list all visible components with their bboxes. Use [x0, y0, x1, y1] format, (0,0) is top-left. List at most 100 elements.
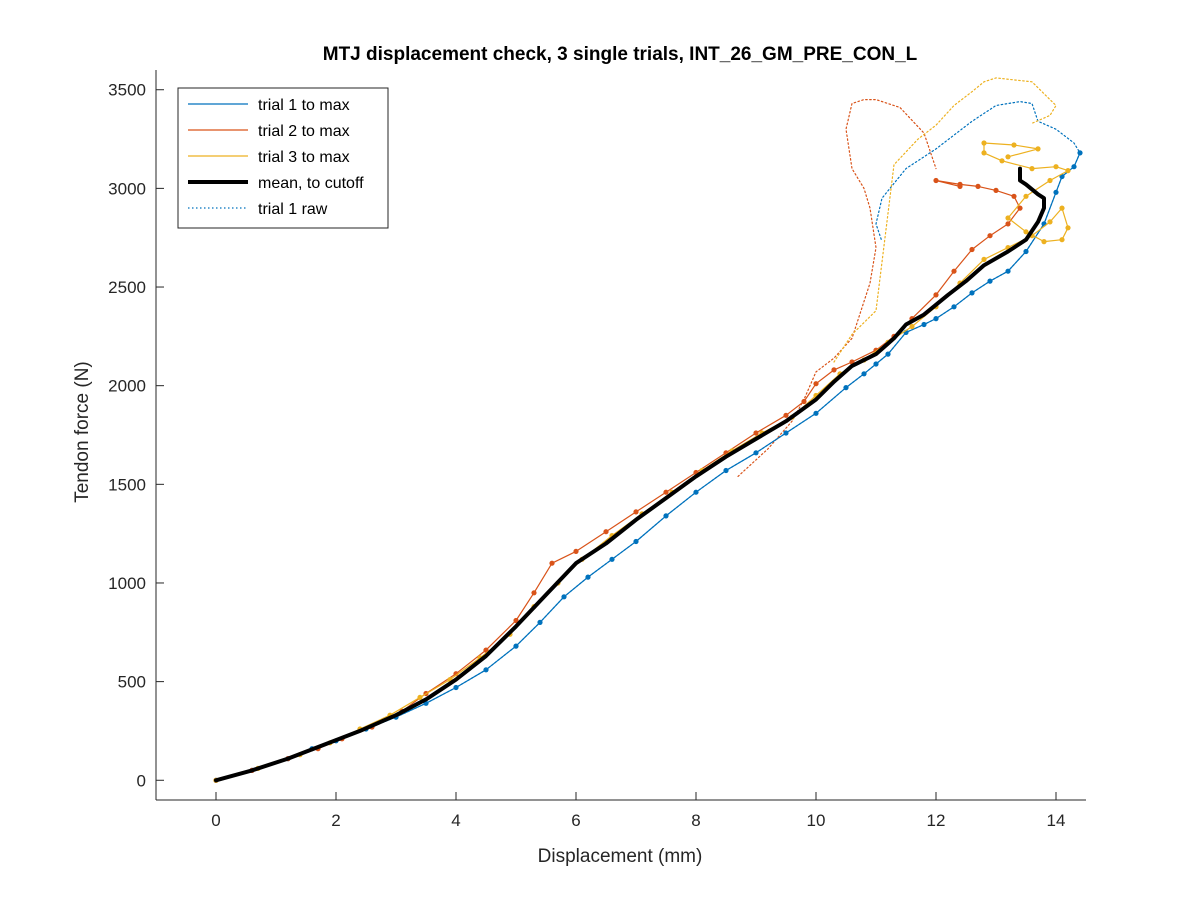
y-tick-label: 3000	[108, 179, 146, 198]
series-1-point	[969, 246, 975, 253]
legend-label: trial 1 to max	[258, 97, 350, 114]
series-0-point	[921, 321, 927, 328]
series-0-point	[453, 684, 459, 691]
y-axis-label: Tendon force (N)	[72, 361, 93, 503]
x-tick-label: 4	[451, 811, 460, 830]
series-0-point	[1077, 150, 1083, 156]
series-0-point	[561, 594, 567, 600]
series-0-point	[783, 430, 789, 436]
series-1-point	[549, 560, 555, 566]
series-1-point	[513, 617, 519, 624]
series-line-5	[737, 98, 937, 477]
series-0-point	[537, 619, 543, 626]
legend-label: trial 3 to max	[258, 149, 350, 166]
series-0-point	[1023, 248, 1029, 255]
series-0-point	[633, 538, 639, 545]
series-0-point	[1053, 189, 1059, 195]
series-2-point	[909, 323, 915, 330]
series-1-point	[933, 177, 939, 184]
series-1-point	[1017, 205, 1023, 211]
y-tick-label: 0	[137, 771, 146, 790]
x-tick-label: 14	[1047, 811, 1066, 830]
series-1-point	[933, 292, 939, 298]
series-0-point	[663, 513, 669, 519]
series-1-point	[813, 381, 819, 387]
chart-title: MTJ displacement check, 3 single trials,…	[323, 44, 918, 65]
y-tick-label: 1000	[108, 574, 146, 593]
series-2-point	[981, 256, 987, 262]
series-0-point	[723, 467, 729, 474]
series-1-point	[975, 183, 981, 189]
series-0-point	[813, 410, 819, 416]
series-0-point	[861, 371, 867, 377]
series-2-point	[1029, 166, 1035, 172]
series-1-point	[1011, 193, 1017, 199]
series-1-point	[951, 268, 957, 274]
x-axis-label: Displacement (mm)	[538, 846, 703, 867]
series-0-point	[873, 361, 879, 367]
series-2-point	[1023, 229, 1029, 235]
series-1-point	[573, 548, 579, 555]
series-1-point	[831, 367, 837, 373]
series-1-point	[531, 590, 537, 596]
series-0-point	[843, 385, 849, 391]
series-2-point	[981, 150, 987, 156]
y-tick-label: 1500	[108, 475, 146, 494]
x-tick-label: 8	[691, 811, 700, 830]
series-1-point	[603, 529, 609, 535]
series-2-point	[1035, 146, 1041, 152]
series-0-point	[933, 316, 939, 322]
series-2-point	[1041, 239, 1047, 245]
series-1-point	[663, 489, 669, 495]
series-0-point	[951, 304, 957, 310]
series-1-point	[987, 233, 993, 239]
series-0-point	[585, 574, 591, 580]
series-0-point	[693, 489, 699, 495]
y-tick-label: 2000	[108, 377, 146, 396]
series-0-point	[1005, 268, 1011, 274]
series-2-point	[1005, 215, 1011, 221]
series-2-point	[1047, 219, 1053, 225]
legend-label: mean, to cutoff	[258, 175, 364, 192]
legend: trial 1 to max trial 2 to max trial 3 to m…	[177, 87, 389, 229]
series-group	[213, 77, 1083, 783]
series-2-point	[999, 158, 1005, 164]
x-tick-label: 10	[807, 811, 826, 830]
series-2-point	[1005, 154, 1011, 160]
series-2-point	[1023, 193, 1029, 199]
series-2-point	[1047, 177, 1053, 184]
series-line-1	[215, 179, 1021, 781]
series-0-point	[885, 351, 891, 357]
y-tick-label: 3500	[108, 81, 146, 100]
series-2-point	[1065, 168, 1071, 174]
plot-area: 0 2 4 6 8 10 12 14 0 500 1000 1500 2000 2500 3000 3500	[108, 70, 1086, 830]
series-0-point	[1071, 164, 1077, 170]
series-2-point	[1053, 164, 1059, 170]
series-0-point	[513, 643, 519, 649]
series-2-point	[1059, 205, 1065, 211]
legend-label: trial 1 raw	[258, 201, 328, 218]
series-1-point	[633, 509, 639, 515]
series-0-point	[483, 667, 489, 673]
series-0-point	[987, 278, 993, 284]
series-2-point	[981, 140, 987, 146]
series-line-6	[833, 77, 1057, 363]
series-1-point	[783, 412, 789, 418]
series-0-point	[969, 290, 975, 296]
x-tick-label: 0	[211, 811, 220, 830]
x-tick-label: 6	[571, 811, 580, 830]
series-line-3	[214, 166, 1046, 783]
series-1-point	[801, 398, 807, 405]
series-2-point	[1065, 225, 1071, 231]
legend-label: trial 2 to max	[258, 123, 350, 140]
series-0-point	[753, 450, 759, 456]
series-0-point	[609, 556, 615, 562]
x-tick-label: 2	[331, 811, 340, 830]
series-1-point	[1005, 221, 1011, 227]
series-1-point	[957, 183, 963, 189]
series-1-point	[753, 430, 759, 436]
series-2-point	[1059, 237, 1065, 243]
y-tick-label: 500	[118, 673, 146, 692]
